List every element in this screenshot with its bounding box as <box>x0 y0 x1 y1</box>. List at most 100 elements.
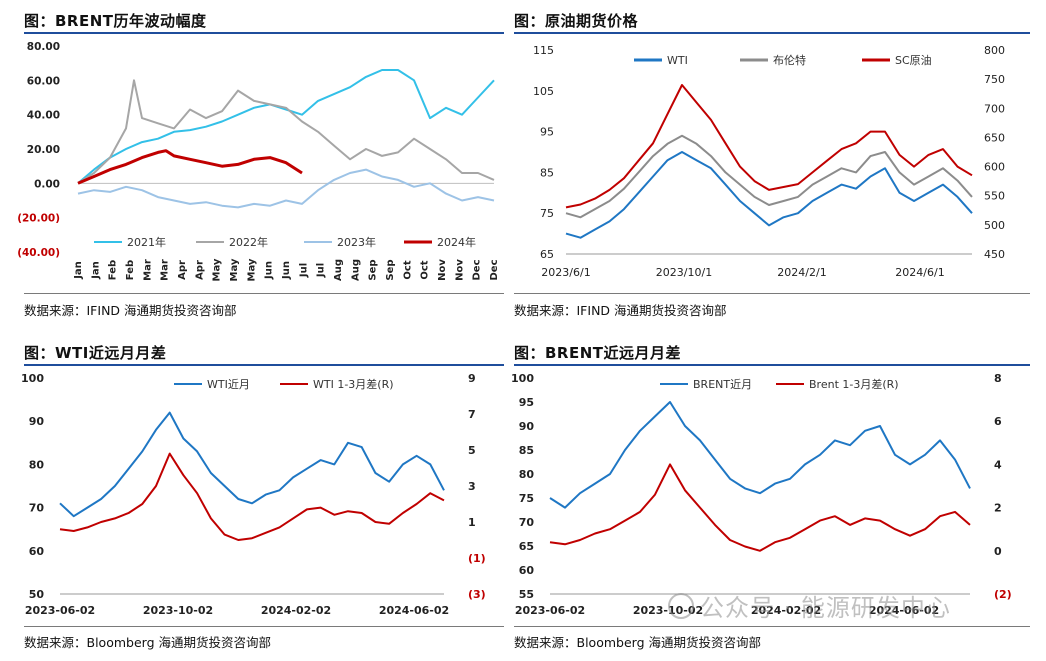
y-left-tick-label: 60 <box>519 564 535 577</box>
series-line-2021年 <box>77 69 495 185</box>
legend-2022年-label: 2022年 <box>229 235 268 249</box>
y-right-tick-label: 5 <box>468 444 476 457</box>
y-left-tick-label: 50 <box>29 588 45 601</box>
y-left-tick-label: 75 <box>519 492 534 505</box>
y-left-tick-label: 85 <box>540 166 554 179</box>
legend-2021年-label: 2021年 <box>127 235 166 249</box>
y-left-tick-label: 95 <box>519 396 534 409</box>
x-tick-label: Oct <box>420 260 431 279</box>
y-right-tick-label: 6 <box>994 415 1002 428</box>
x-tick-label: Apr <box>194 260 205 280</box>
legend-WTI-label: WTI <box>667 54 688 67</box>
y-left-tick-label: 70 <box>519 516 535 529</box>
series-line-布伦特 <box>565 134 973 219</box>
source-divider <box>514 293 1030 294</box>
x-tick-label: May <box>246 258 257 281</box>
y-left-tick-label: 75 <box>540 207 554 220</box>
x-tick-label: 2024/2/1 <box>777 266 826 279</box>
source-text: 数据来源：IFIND 海通期货投资咨询部 <box>24 303 237 318</box>
title-underline <box>24 364 504 366</box>
y-left-tick-label: 55 <box>519 588 534 601</box>
x-tick-label: Aug <box>333 259 344 281</box>
source-text: 数据来源：Bloomberg 海通期货投资咨询部 <box>24 635 271 650</box>
x-tick-label: Jun <box>264 261 275 280</box>
y-tick-label: 20.00 <box>27 144 60 156</box>
y-right-tick-label: 1 <box>468 516 476 529</box>
x-tick-label: Sep <box>368 259 379 280</box>
legend-2023年-label: 2023年 <box>337 235 376 249</box>
x-tick-label: 2023-06-02 <box>25 604 95 617</box>
series-line-BRENT近月 <box>549 401 971 509</box>
y-left-tick-label: 85 <box>519 444 534 457</box>
x-tick-label: Jan <box>90 261 101 280</box>
x-tick-label: Jun <box>281 261 292 280</box>
y-right-tick-label: 4 <box>994 458 1002 471</box>
x-tick-label: May <box>212 258 223 281</box>
y-right-tick-label: 550 <box>984 190 1005 203</box>
y-right-tick-label: 450 <box>984 248 1005 261</box>
y-right-tick-label: 700 <box>984 102 1005 115</box>
y-left-tick-label: 80 <box>29 458 45 471</box>
panel-wti-spread: 图：WTI近远月月差 100 90 80 70 60 50 9 7 5 3 1 (1) (3) 2023-… <box>21 342 504 652</box>
source-divider <box>514 626 1030 627</box>
x-tick-label: Oct <box>402 260 413 279</box>
legend-BRENT近月-label: BRENT近月 <box>693 378 752 391</box>
chart-wti-spread: 100 90 80 70 60 50 9 7 5 3 1 (1) (3) 2023-06-02 2023-1… <box>21 372 486 617</box>
y-tick-label: 60.00 <box>27 75 60 87</box>
panel-title: 图：WTI近远月月差 <box>24 344 167 362</box>
x-tick-label: 2024-06-02 <box>379 604 449 617</box>
legend-SC原油-label: SC原油 <box>895 53 932 67</box>
y-left-tick-label: 60 <box>29 545 45 558</box>
source-divider <box>24 293 504 294</box>
y-left-tick-label: 100 <box>21 372 44 385</box>
y-left-tick-label: 70 <box>29 502 45 515</box>
y-right-tick-label: 600 <box>984 161 1005 174</box>
y-left-tick-label: 105 <box>533 85 554 98</box>
watermark: 公众号 · 能源研发中心 <box>668 588 951 623</box>
y-right-tick-label: (2) <box>994 588 1012 601</box>
series-line-2024年 <box>77 149 303 185</box>
x-tick-label: 2024/6/1 <box>895 266 944 279</box>
y-left-tick-label: 65 <box>540 248 554 261</box>
y-tick-label: (40.00) <box>17 247 60 259</box>
x-tick-label: Jul <box>316 263 327 278</box>
x-tick-label: Dec <box>489 259 500 280</box>
y-right-tick-label: 500 <box>984 219 1005 232</box>
watermark-text: 公众号 · 能源研发中心 <box>700 594 951 622</box>
panel-title: 图：BRENT近远月月差 <box>514 344 682 362</box>
x-tick-label: 2023-10-02 <box>143 604 213 617</box>
x-tick-label: Jan <box>73 261 84 280</box>
x-tick-label: Apr <box>177 260 188 280</box>
source-text: 数据来源：Bloomberg 海通期货投资咨询部 <box>514 635 761 650</box>
x-tick-label: 2024-06-02 <box>869 604 939 617</box>
x-tick-label: 2023/10/1 <box>656 266 712 279</box>
y-tick-label: 0.00 <box>34 178 60 190</box>
y-right-tick-label: 750 <box>984 73 1005 86</box>
panel-crude-futures: 图：原油期货价格 115 105 95 85 75 65 800 750 700 650 600 55… <box>514 10 1030 318</box>
series-line-2022年 <box>77 79 495 185</box>
legend-Brent 1-3月差(R)-label: Brent 1-3月差(R) <box>809 377 899 391</box>
legend-2024年-label: 2024年 <box>437 235 476 249</box>
chart-brent-volatility: 80.00 60.00 40.00 20.00 0.00 (20.00) (40.00) Ja… <box>17 41 500 281</box>
title-underline <box>24 32 504 34</box>
series-line-SC原油 <box>565 84 973 209</box>
source-divider <box>24 626 504 627</box>
y-right-tick-label: 7 <box>468 408 476 421</box>
series-line-WTI近月 <box>59 411 445 518</box>
y-left-tick-label: 95 <box>540 126 554 139</box>
title-underline <box>514 364 1030 366</box>
y-right-tick-label: (1) <box>468 552 486 565</box>
title-underline <box>514 32 1030 34</box>
y-right-tick-label: 8 <box>994 372 1002 385</box>
x-tick-label: 2024-02-02 <box>261 604 331 617</box>
series-line-WTI <box>565 151 973 239</box>
y-left-tick-label: 100 <box>511 372 534 385</box>
y-right-tick-label: 9 <box>468 372 476 385</box>
y-left-tick-label: 90 <box>519 420 535 433</box>
series-line-2023年 <box>77 168 495 209</box>
x-tick-label: Feb <box>125 260 136 280</box>
y-right-tick-label: 650 <box>984 131 1005 144</box>
y-left-tick-label: 65 <box>519 540 534 553</box>
x-tick-label: Mar <box>142 259 153 281</box>
chart-crude-futures: 115 105 95 85 75 65 800 750 700 650 600 550 500 450 20… <box>533 44 1005 279</box>
